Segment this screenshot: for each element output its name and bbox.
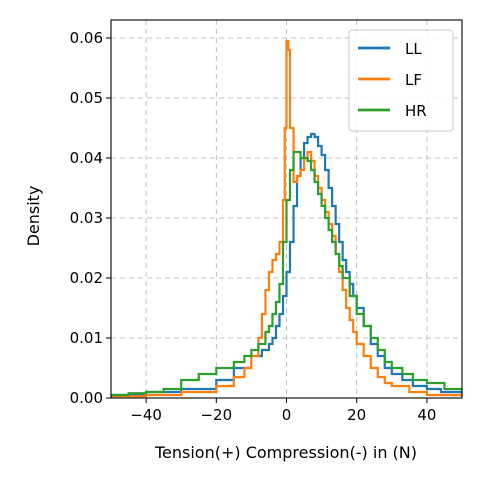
legend: LL LF HR — [348, 29, 454, 132]
x-tick-label: 40 — [417, 406, 436, 424]
x-tick-label: −40 — [130, 406, 162, 424]
series-line-ll — [111, 132, 462, 398]
x-axis-label: Tension(+) Compression(-) in (N) — [154, 443, 417, 462]
legend-label-ll: LL — [405, 40, 422, 58]
legend-label-hr: HR — [405, 102, 427, 120]
y-tick-label: 0.03 — [70, 209, 103, 227]
y-tick-label: 0.06 — [70, 29, 103, 47]
y-axis-ticks: 0.00 0.01 0.02 0.03 0.04 0.05 0.06 — [70, 29, 111, 407]
x-tick-label: 0 — [282, 406, 292, 424]
y-tick-label: 0.02 — [70, 269, 103, 287]
x-tick-label: −20 — [200, 406, 232, 424]
y-axis-label: Density — [24, 186, 43, 247]
series-group — [111, 39, 462, 398]
series-line-hr — [111, 150, 462, 398]
y-tick-label: 0.04 — [70, 149, 103, 167]
y-tick-label: 0.01 — [70, 329, 103, 347]
legend-box — [348, 29, 454, 132]
y-tick-label: 0.00 — [70, 389, 103, 407]
y-tick-label: 0.05 — [70, 89, 103, 107]
x-tick-label: 20 — [347, 406, 366, 424]
x-axis-ticks: −40 −20 0 20 40 — [130, 398, 436, 424]
legend-label-lf: LF — [405, 71, 422, 89]
